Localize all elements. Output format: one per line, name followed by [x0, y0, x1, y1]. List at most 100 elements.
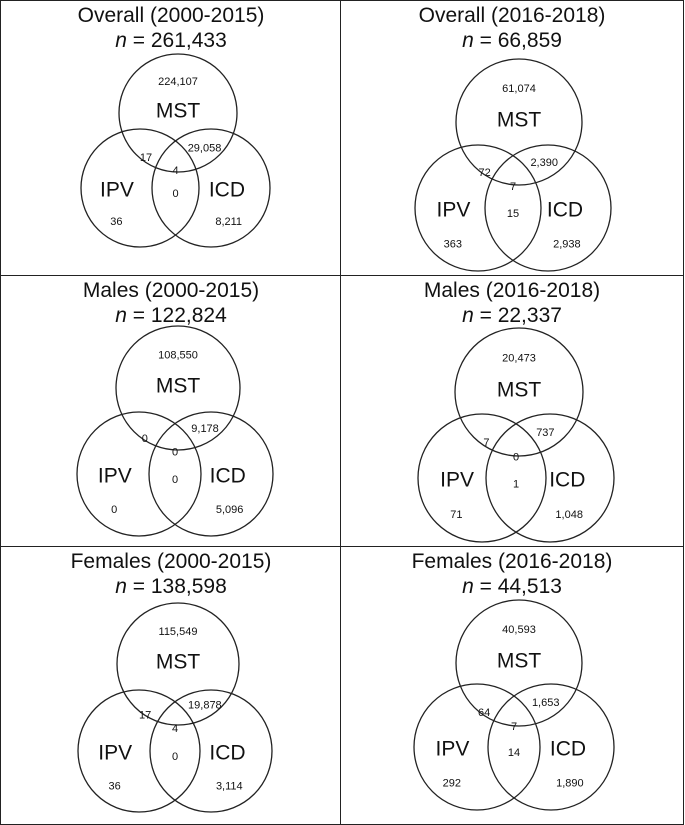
region-count-ac: 2,390 [530, 157, 558, 169]
region-count-ab: 64 [478, 707, 490, 719]
venn-diagram: MST IPV ICD 108,550 0 5,096 0 9,178 0 0 [76, 325, 274, 537]
region-count-ab: 7 [483, 437, 489, 449]
set-label-mst: MST [497, 649, 542, 672]
circle-ipv [413, 683, 541, 811]
set-label-icd: ICD [550, 738, 586, 761]
circle-icd [151, 128, 271, 248]
sample-size: n = 122,824 [1, 304, 341, 328]
venn-diagram: MST IPV ICD 61,074 363 2,938 72 2,390 15 7 [414, 58, 612, 272]
set-label-ipv: IPV [436, 738, 470, 761]
set-label-mst: MST [156, 99, 201, 122]
venn-diagram: MST IPV ICD 224,107 36 8,211 17 29,058 0 4 [80, 53, 271, 248]
set-label-icd: ICD [210, 465, 246, 488]
region-count-b-only: 363 [444, 238, 462, 250]
sample-size-value: = 261,433 [132, 29, 227, 52]
set-label-mst: MST [156, 650, 201, 673]
region-count-bc: 14 [508, 747, 520, 759]
venn-diagram: MST IPV ICD 115,549 36 3,114 17 19,878 0 4 [77, 602, 273, 813]
region-count-abc: 7 [510, 181, 516, 193]
region-count-a-only: 20,473 [502, 353, 536, 365]
region-count-a-only: 115,549 [159, 626, 198, 638]
sample-size: n = 66,859 [341, 29, 683, 53]
region-count-bc: 0 [172, 751, 178, 763]
circle-mst [118, 53, 238, 173]
region-count-a-only: 40,593 [502, 624, 536, 636]
circle-icd [487, 683, 615, 811]
region-count-abc: 4 [172, 165, 178, 177]
circle-ipv [77, 689, 201, 813]
region-count-abc: 0 [172, 447, 178, 459]
region-count-b-only: 36 [110, 216, 122, 228]
sample-size: n = 22,337 [341, 304, 683, 328]
circle-icd [485, 413, 615, 543]
region-count-abc: 0 [513, 451, 519, 463]
circle-mst [115, 325, 241, 451]
set-label-mst: MST [156, 374, 201, 397]
region-count-ab: 0 [142, 433, 148, 445]
region-count-a-only: 108,550 [158, 350, 198, 362]
panel-title: Females (2016-2018) [411, 550, 613, 573]
panel-title: Males (2000-2015) [82, 279, 260, 302]
set-label-ipv: IPV [437, 199, 471, 222]
panel-title: Males (2016-2018) [423, 279, 601, 302]
sample-size: n = 138,598 [1, 575, 341, 599]
circle-mst [455, 58, 583, 186]
region-count-b-only: 36 [108, 780, 120, 792]
region-count-abc: 7 [511, 721, 517, 733]
set-label-icd: ICD [209, 742, 245, 765]
set-label-ipv: IPV [440, 469, 474, 492]
sample-size-value: = 22,337 [479, 304, 562, 327]
set-label-mst: MST [497, 108, 542, 131]
sample-size-value: = 138,598 [132, 575, 227, 598]
circle-ipv [80, 128, 200, 248]
circle-icd [148, 411, 274, 537]
region-count-ac: 19,878 [188, 700, 222, 712]
panel-title: Overall (2016-2018) [418, 4, 606, 27]
venn-diagram: MST IPV ICD 40,593 292 1,890 64 1,653 14 7 [413, 599, 615, 811]
region-count-b-only: 292 [443, 777, 461, 789]
region-count-ac: 737 [536, 427, 554, 439]
sample-size-value: = 66,859 [479, 29, 562, 52]
set-label-ipv: IPV [98, 465, 132, 488]
region-count-b-only: 71 [450, 509, 462, 521]
region-count-bc: 0 [172, 474, 178, 486]
circle-mst [454, 327, 584, 457]
sample-size-symbol: n [462, 304, 474, 327]
region-count-a-only: 224,107 [158, 76, 198, 88]
region-count-c-only: 5,096 [216, 504, 244, 516]
venn-panel-females-2016-2018: Females (2016-2018) n = 44,513 MST IPV ICD 40… [340, 546, 684, 825]
circle-ipv [417, 413, 547, 543]
region-count-c-only: 3,114 [216, 780, 243, 792]
set-label-icd: ICD [547, 199, 583, 222]
circle-icd [484, 144, 612, 272]
panel-title: Overall (2000-2015) [77, 4, 265, 27]
circle-icd [149, 689, 273, 813]
region-count-ab: 72 [479, 167, 491, 179]
circle-ipv [414, 144, 542, 272]
sample-size-value: = 122,824 [132, 304, 227, 327]
region-count-bc: 1 [513, 478, 519, 490]
region-count-a-only: 61,074 [502, 83, 536, 95]
circle-ipv [76, 411, 202, 537]
region-count-ac: 29,058 [188, 143, 222, 155]
sample-size-symbol: n [115, 304, 127, 327]
venn-panel-overall-2016-2018: Overall (2016-2018) n = 66,859 MST IPV ICD 61… [340, 0, 684, 277]
sample-size-symbol: n [115, 29, 127, 52]
region-count-abc: 4 [172, 723, 178, 735]
set-label-mst: MST [497, 378, 542, 401]
sample-size-value: = 44,513 [479, 575, 562, 598]
region-count-b-only: 0 [111, 504, 117, 516]
region-count-bc: 0 [172, 188, 178, 200]
region-count-ab: 17 [140, 152, 152, 164]
set-label-icd: ICD [209, 178, 245, 201]
venn-panel-males-2000-2015: Males (2000-2015) n = 122,824 MST IPV ICD 108… [0, 275, 342, 548]
region-count-c-only: 8,211 [215, 216, 242, 228]
region-count-c-only: 2,938 [553, 238, 581, 250]
set-label-ipv: IPV [98, 742, 132, 765]
sample-size-symbol: n [115, 575, 127, 598]
region-count-ab: 17 [139, 709, 151, 721]
panel-title: Females (2000-2015) [70, 550, 272, 573]
region-count-c-only: 1,048 [555, 509, 583, 521]
sample-size: n = 44,513 [341, 575, 683, 599]
